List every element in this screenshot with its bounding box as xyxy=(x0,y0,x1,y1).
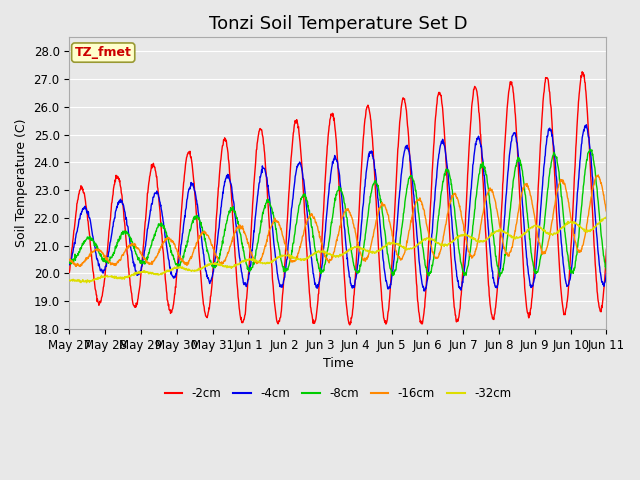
Title: Tonzi Soil Temperature Set D: Tonzi Soil Temperature Set D xyxy=(209,15,467,33)
Legend: -2cm, -4cm, -8cm, -16cm, -32cm: -2cm, -4cm, -8cm, -16cm, -32cm xyxy=(160,383,516,405)
Text: TZ_fmet: TZ_fmet xyxy=(75,46,132,59)
Y-axis label: Soil Temperature (C): Soil Temperature (C) xyxy=(15,119,28,247)
X-axis label: Time: Time xyxy=(323,357,353,370)
